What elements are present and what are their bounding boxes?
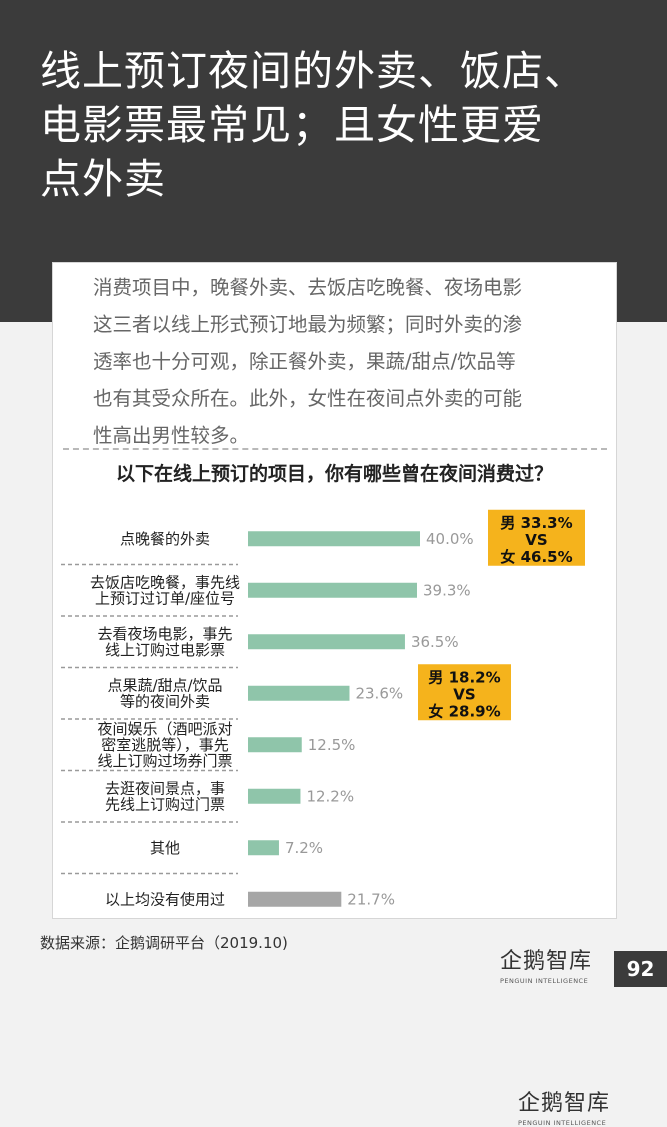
category-label: 夜间娱乐（酒吧派对	[97, 720, 232, 738]
description-line: 透率也十分可观，除正餐外卖，果蔬/甜点/饮品等	[93, 350, 516, 373]
page-number: 92	[614, 951, 667, 987]
value-label: 21.7%	[347, 890, 395, 908]
comparison-callout	[418, 664, 511, 721]
content-card: 消费项目中，晚餐外卖、去饭店吃晚餐、夜场电影 这三者以线上形式预订地最为频繁；同…	[52, 262, 617, 1127]
data-source: 数据来源：企鹅调研平台（2019.10)	[40, 934, 288, 952]
logo-text: 企鹅智库	[500, 949, 593, 974]
title-line: 点外卖	[40, 155, 166, 203]
value-label: 12.5%	[308, 736, 356, 754]
category-label: 其他	[150, 839, 180, 857]
callout-text: 男 33.3%	[500, 514, 572, 532]
bar	[248, 891, 342, 907]
title-line: 电影票最常见；且女性更爱	[40, 101, 544, 149]
category-label: 等的夜间外卖	[120, 692, 210, 710]
bar	[248, 634, 405, 650]
brand-logo: 企鹅智库 PENGUIN INTELLIGENCE	[500, 943, 610, 985]
watermark-logo: 企鹅智库 PENGUIN INTELLIGENCE	[518, 1085, 628, 1127]
description-line: 这三者以线上形式预订地最为频繁；同时外卖的渗	[93, 313, 523, 336]
category-label: 上预订过订单/座位号	[95, 589, 235, 607]
page-title: 线上预订夜间的外卖、饭店、 电影票最常见；且女性更爱 点外卖	[40, 44, 660, 206]
value-label: 40.0%	[426, 530, 474, 548]
category-label: 先线上订购过门票	[105, 795, 225, 813]
bar	[248, 737, 302, 753]
callout-text: 女 46.5%	[500, 548, 572, 566]
bar	[248, 840, 279, 856]
bar	[248, 685, 350, 701]
category-label: 去饭店吃晚餐，事先线	[90, 573, 240, 591]
category-label: 密室逃脱等），事先	[101, 736, 229, 754]
description: 消费项目中，晚餐外卖、去饭店吃晚餐、夜场电影 这三者以线上形式预订地最为频繁；同…	[93, 269, 593, 454]
logo-text: 企鹅智库	[518, 1091, 611, 1116]
bar	[248, 531, 420, 547]
callout-text: VS	[453, 685, 475, 703]
logo-subtitle: PENGUIN INTELLIGENCE	[500, 977, 589, 985]
value-label: 36.5%	[411, 633, 459, 651]
category-label: 去看夜场电影，事先	[97, 625, 232, 643]
description-line: 也有其受众所在。此外，女性在夜间点外卖的可能	[93, 387, 523, 410]
category-label: 线上订购过电影票	[105, 641, 225, 659]
value-label: 12.2%	[306, 787, 354, 805]
comparison-callout	[488, 509, 585, 566]
category-label: 线上订购过场券门票	[97, 752, 232, 770]
logo-subtitle: PENGUIN INTELLIGENCE	[518, 1119, 607, 1127]
description-line: 消费项目中，晚餐外卖、去饭店吃晚餐、夜场电影	[93, 276, 523, 299]
description-line: 性高出男性较多。	[93, 424, 250, 447]
survey-question: 以下在线上预订的项目，你有哪些曾在夜间消费过？	[115, 463, 553, 485]
value-label: 7.2%	[285, 839, 323, 857]
title-line: 线上预订夜间的外卖、饭店、	[40, 47, 586, 95]
callout-text: VS	[525, 531, 547, 549]
category-label: 去逛夜间景点，事	[105, 779, 225, 797]
bar	[248, 582, 417, 598]
callout-text: 男 18.2%	[428, 668, 500, 686]
bar	[248, 788, 301, 804]
value-label: 39.3%	[423, 581, 471, 599]
category-label: 点果蔬/甜点/饮品	[107, 676, 222, 694]
category-label: 点晚餐的外卖	[120, 530, 210, 548]
category-label: 以上均没有使用过	[105, 890, 225, 908]
value-label: 23.6%	[355, 684, 403, 702]
callout-text: 女 28.9%	[428, 702, 500, 720]
dashed-divider	[63, 448, 607, 450]
